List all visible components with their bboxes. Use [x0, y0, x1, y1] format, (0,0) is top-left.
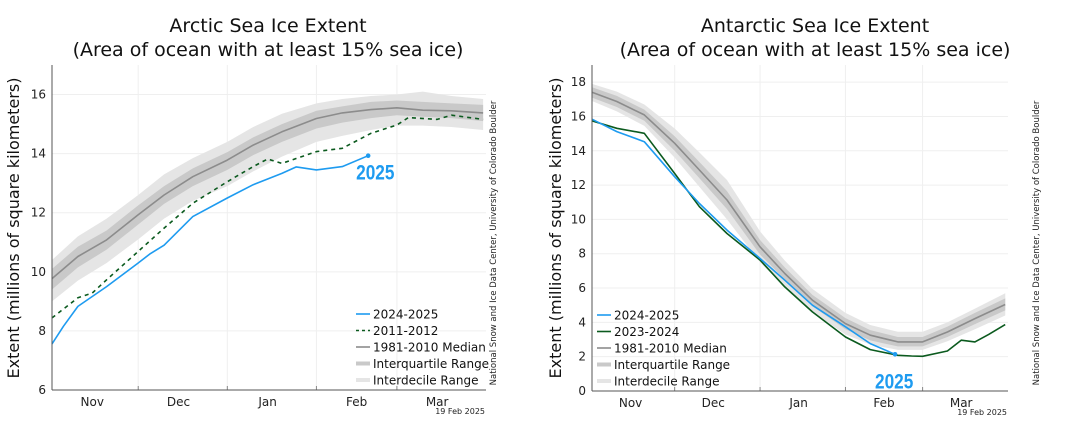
x-tick-label: Mar — [950, 396, 973, 410]
legend-label: Interquartile Range — [614, 358, 730, 372]
y-tick-label: 16 — [31, 88, 46, 102]
arctic-chart: Arctic Sea Ice Extent(Area of ocean with… — [4, 15, 499, 416]
y-tick-label: 10 — [571, 212, 586, 226]
y-tick-label: 12 — [31, 206, 46, 220]
latest-point-marker — [365, 153, 371, 159]
antarctic-chart: Antarctic Sea Ice Extent(Area of ocean w… — [546, 15, 1042, 417]
x-tick-label: Dec — [702, 396, 725, 410]
interdecile-range-band — [592, 83, 1006, 350]
x-tick-label: Nov — [81, 395, 104, 409]
series-line-2023-2024 — [591, 120, 1006, 358]
legend-label: 1981-2010 Median — [373, 341, 486, 355]
legend-label: Interdecile Range — [614, 375, 719, 389]
source-credit: National Snow and Ice Data Center, Unive… — [489, 100, 499, 385]
y-tick-label: 6 — [38, 383, 46, 397]
legend: 2024-2025 2011-2012 1981-2010 Median Interq… — [356, 308, 489, 388]
x-tick-label: Feb — [346, 395, 367, 409]
chart-title: Antarctic Sea Ice Extent — [701, 15, 929, 37]
chart-subtitle: (Area of ocean with at least 15% sea ice… — [620, 39, 1011, 61]
series-line-1981-2010-median — [51, 107, 484, 280]
x-tick-label: Jan — [788, 396, 808, 410]
legend-label: 2024-2025 — [373, 308, 438, 322]
legend-label: 2024-2025 — [614, 309, 679, 323]
x-tick-label: Feb — [873, 396, 894, 410]
year-annotation: 2025 — [875, 371, 914, 394]
x-tick-label: Nov — [619, 396, 642, 410]
y-tick-label: 14 — [31, 147, 46, 161]
y-tick-label: 12 — [571, 178, 586, 192]
latest-point-marker — [892, 351, 898, 357]
y-tick-label: 2 — [578, 350, 586, 364]
chart-date: 19 Feb 2025 — [957, 408, 1007, 417]
legend-label: Interdecile Range — [373, 374, 478, 388]
legend-label: 2011-2012 — [373, 324, 438, 338]
legend-label: 2023-2024 — [614, 325, 679, 339]
interquartile-range-band — [592, 87, 1006, 347]
chart-subtitle: (Area of ocean with at least 15% sea ice… — [73, 39, 464, 61]
y-axis-label: Extent (millions of square kilometers) — [546, 78, 565, 379]
series-line-2024-2025 — [591, 118, 896, 356]
y-tick-label: 0 — [578, 384, 586, 398]
y-tick-label: 10 — [31, 265, 46, 279]
chart-date: 19 Feb 2025 — [435, 407, 485, 416]
y-tick-label: 18 — [571, 75, 586, 89]
source-credit: National Snow and Ice Data Center, Unive… — [1032, 100, 1042, 385]
y-axis-label: Extent (millions of square kilometers) — [4, 78, 23, 379]
legend: 2024-2025 2023-2024 1981-2010 Median Interq… — [597, 309, 730, 389]
y-tick-label: 8 — [578, 247, 586, 261]
y-tick-label: 6 — [578, 281, 586, 295]
series-line-1981-2010-median — [591, 91, 1006, 343]
x-tick-label: Dec — [167, 395, 190, 409]
x-tick-label: Jan — [257, 395, 277, 409]
y-tick-label: 14 — [571, 144, 586, 158]
year-annotation: 2025 — [356, 162, 395, 185]
series-line-2024-2025 — [51, 154, 369, 345]
chart-title: Arctic Sea Ice Extent — [169, 15, 366, 37]
y-tick-label: 16 — [571, 109, 586, 123]
y-tick-label: 4 — [578, 315, 586, 329]
legend-label: 1981-2010 Median — [614, 342, 727, 356]
y-tick-label: 8 — [38, 324, 46, 338]
series-line-2011-2012 — [51, 114, 484, 319]
legend-label: Interquartile Range — [373, 357, 489, 371]
x-tick-label: Mar — [426, 395, 449, 409]
